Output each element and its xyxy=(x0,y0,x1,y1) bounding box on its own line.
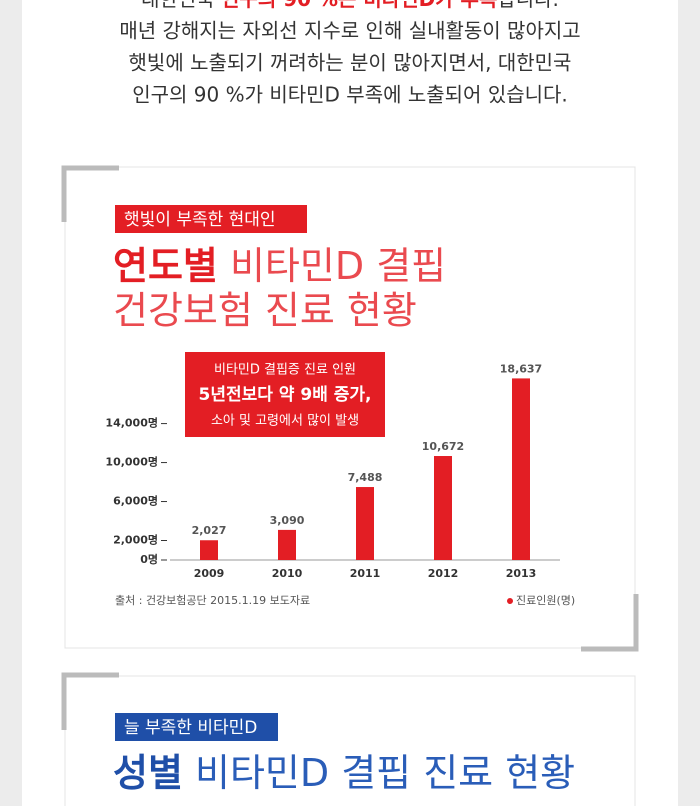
card-title: 연도별 비타민D 결핍 xyxy=(113,244,446,288)
y-tick-label: 2,000명 xyxy=(113,533,158,547)
intro-line: 매년 강해지는 자외선 지수로 인해 실내활동이 많아지고 xyxy=(119,19,580,43)
value-label: 7,488 xyxy=(348,471,383,484)
callout-text: 비타민D 결핍증 진료 인원 xyxy=(214,363,356,378)
title-rest: 비타민D 결핍 xyxy=(218,244,446,288)
intro-text: 대한민국 xyxy=(141,0,221,11)
title-strong: 성별 xyxy=(113,751,183,795)
value-label: 18,637 xyxy=(500,362,542,375)
x-tick-label: 2009 xyxy=(194,567,225,580)
x-tick-label: 2012 xyxy=(428,567,459,580)
corner-bracket xyxy=(581,594,639,652)
bar xyxy=(278,529,296,560)
intro-emphasis: 인구의 90 %는 비타민D가 부족 xyxy=(221,0,497,11)
chart: 0명 2,000명 6,000명 10,000명 14,000명 2009 2010 2011… xyxy=(105,362,542,580)
tag-bg xyxy=(115,205,307,233)
card-title: 성별 비타민D 결핍 진료 현황 xyxy=(113,751,575,795)
intro-line: 대한민국 인구의 90 %는 비타민D가 부족합니다. xyxy=(141,0,559,11)
y-tick-label: 0명 xyxy=(140,552,158,566)
x-tick-label: 2013 xyxy=(506,567,537,580)
x-tick-label: 2011 xyxy=(350,567,381,580)
y-tick-label: 6,000명 xyxy=(113,494,158,508)
legend-label: 진료인원(명) xyxy=(516,594,575,607)
tag: 늘 부족한 비타민D xyxy=(124,718,257,738)
source: 출처 : 건강보험공단 2015.1.19 보도자료 xyxy=(115,594,310,607)
value-label: 2,027 xyxy=(192,524,227,537)
callout-text: 5년전보다 약 9배 증가, xyxy=(199,384,372,405)
corner-bracket xyxy=(61,165,119,222)
x-tick-label: 2010 xyxy=(272,567,303,580)
title-rest: 비타민D 결핍 진료 현황 xyxy=(183,751,575,795)
callout-text: 소아 및 고령에서 많이 발생 xyxy=(211,414,359,429)
title-strong: 연도별 xyxy=(113,244,218,288)
value-label: 10,672 xyxy=(422,440,464,453)
intro-line: 햇빛에 노출되기 꺼려하는 분이 많아지면서, 대한민국 xyxy=(129,51,572,75)
legend-dot xyxy=(507,598,513,604)
bar xyxy=(200,540,218,560)
tag-bg xyxy=(115,713,278,741)
tag: 햇빛이 부족한 현대인 xyxy=(124,210,276,230)
intro-text: 합니다. xyxy=(497,0,559,11)
corner-bracket xyxy=(61,672,119,730)
bar xyxy=(434,456,452,560)
bar xyxy=(512,378,530,560)
intro-line: 인구의 90 %가 비타민D 부족에 노출되어 있습니다. xyxy=(132,83,568,107)
y-tick-label: 14,000명 xyxy=(105,416,158,430)
intro: 대한민국 인구의 90 %는 비타민D가 부족합니다. 매년 강해지는 자외선 … xyxy=(119,0,580,107)
card-title: 건강보험 진료 현황 xyxy=(113,289,417,333)
y-tick-label: 10,000명 xyxy=(105,455,158,469)
callout-bg xyxy=(185,352,385,437)
value-label: 3,090 xyxy=(270,514,305,527)
bar xyxy=(356,487,374,560)
